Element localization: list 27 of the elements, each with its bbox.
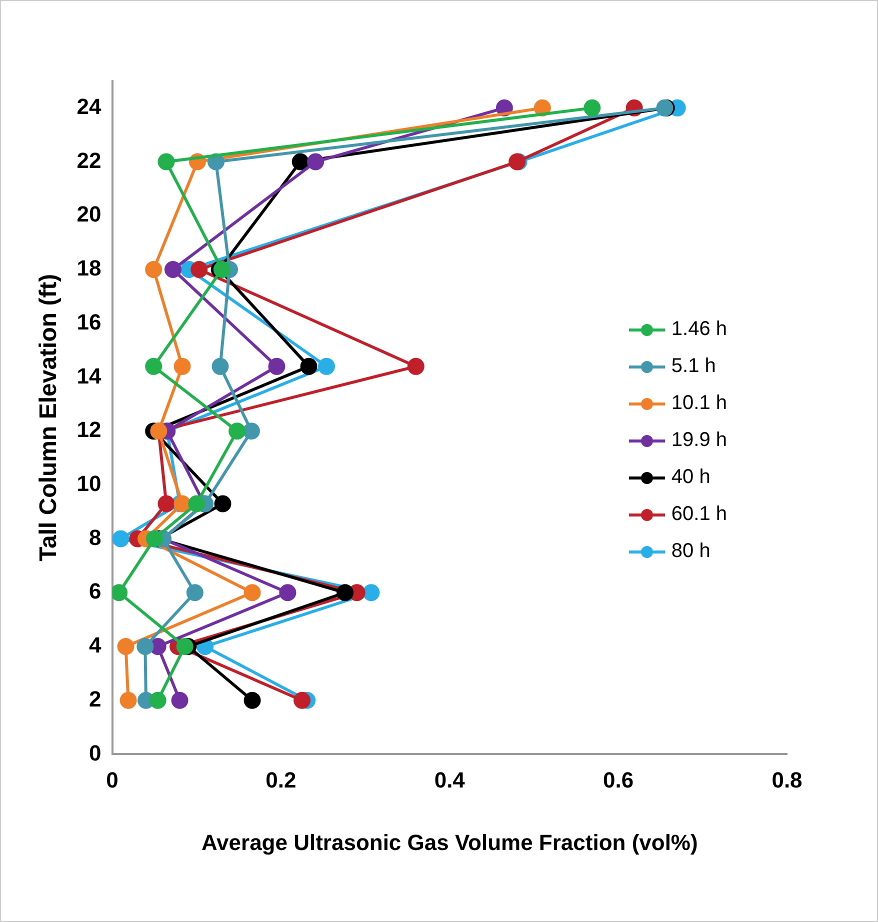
legend-label: 80 h xyxy=(671,540,710,563)
y-tick-label: 18 xyxy=(76,256,102,281)
x-tick-label: 0.2 xyxy=(266,767,296,792)
legend-label: 1.46 h xyxy=(671,318,727,341)
y-tick-label: 8 xyxy=(89,524,102,550)
x-tick-label: 0.6 xyxy=(603,767,634,792)
y-tick-label: 6 xyxy=(89,578,102,604)
y-tick-label: 16 xyxy=(76,309,102,334)
y-tick-label: 22 xyxy=(76,148,102,173)
y-axis-title: Tall Column Elevation (ft) xyxy=(35,274,62,562)
y-tick-label: 14 xyxy=(76,363,102,388)
y-tick-label: 10 xyxy=(76,470,102,496)
x-axis-title: Average Ultrasonic Gas Volume Fraction (vol%) xyxy=(201,830,698,855)
y-tick-label: 20 xyxy=(76,202,102,227)
y-tick-label: 12 xyxy=(76,417,102,442)
y-tick-label: 4 xyxy=(89,632,102,658)
legend-label: 19.9 h xyxy=(671,429,727,452)
x-tick-label: 0 xyxy=(106,767,118,792)
legend-label: 10.1 h xyxy=(671,392,727,415)
x-tick-label: 0.4 xyxy=(434,767,466,792)
y-tick-label: 2 xyxy=(89,686,102,712)
x-tick-label: 0.8 xyxy=(772,767,802,792)
legend-label: 5.1 h xyxy=(671,355,716,378)
y-tick-label: 24 xyxy=(76,94,102,119)
y-tick-label: 0 xyxy=(89,740,102,766)
legend-label: 40 h xyxy=(671,466,710,489)
legend-label: 60.1 h xyxy=(671,503,727,526)
